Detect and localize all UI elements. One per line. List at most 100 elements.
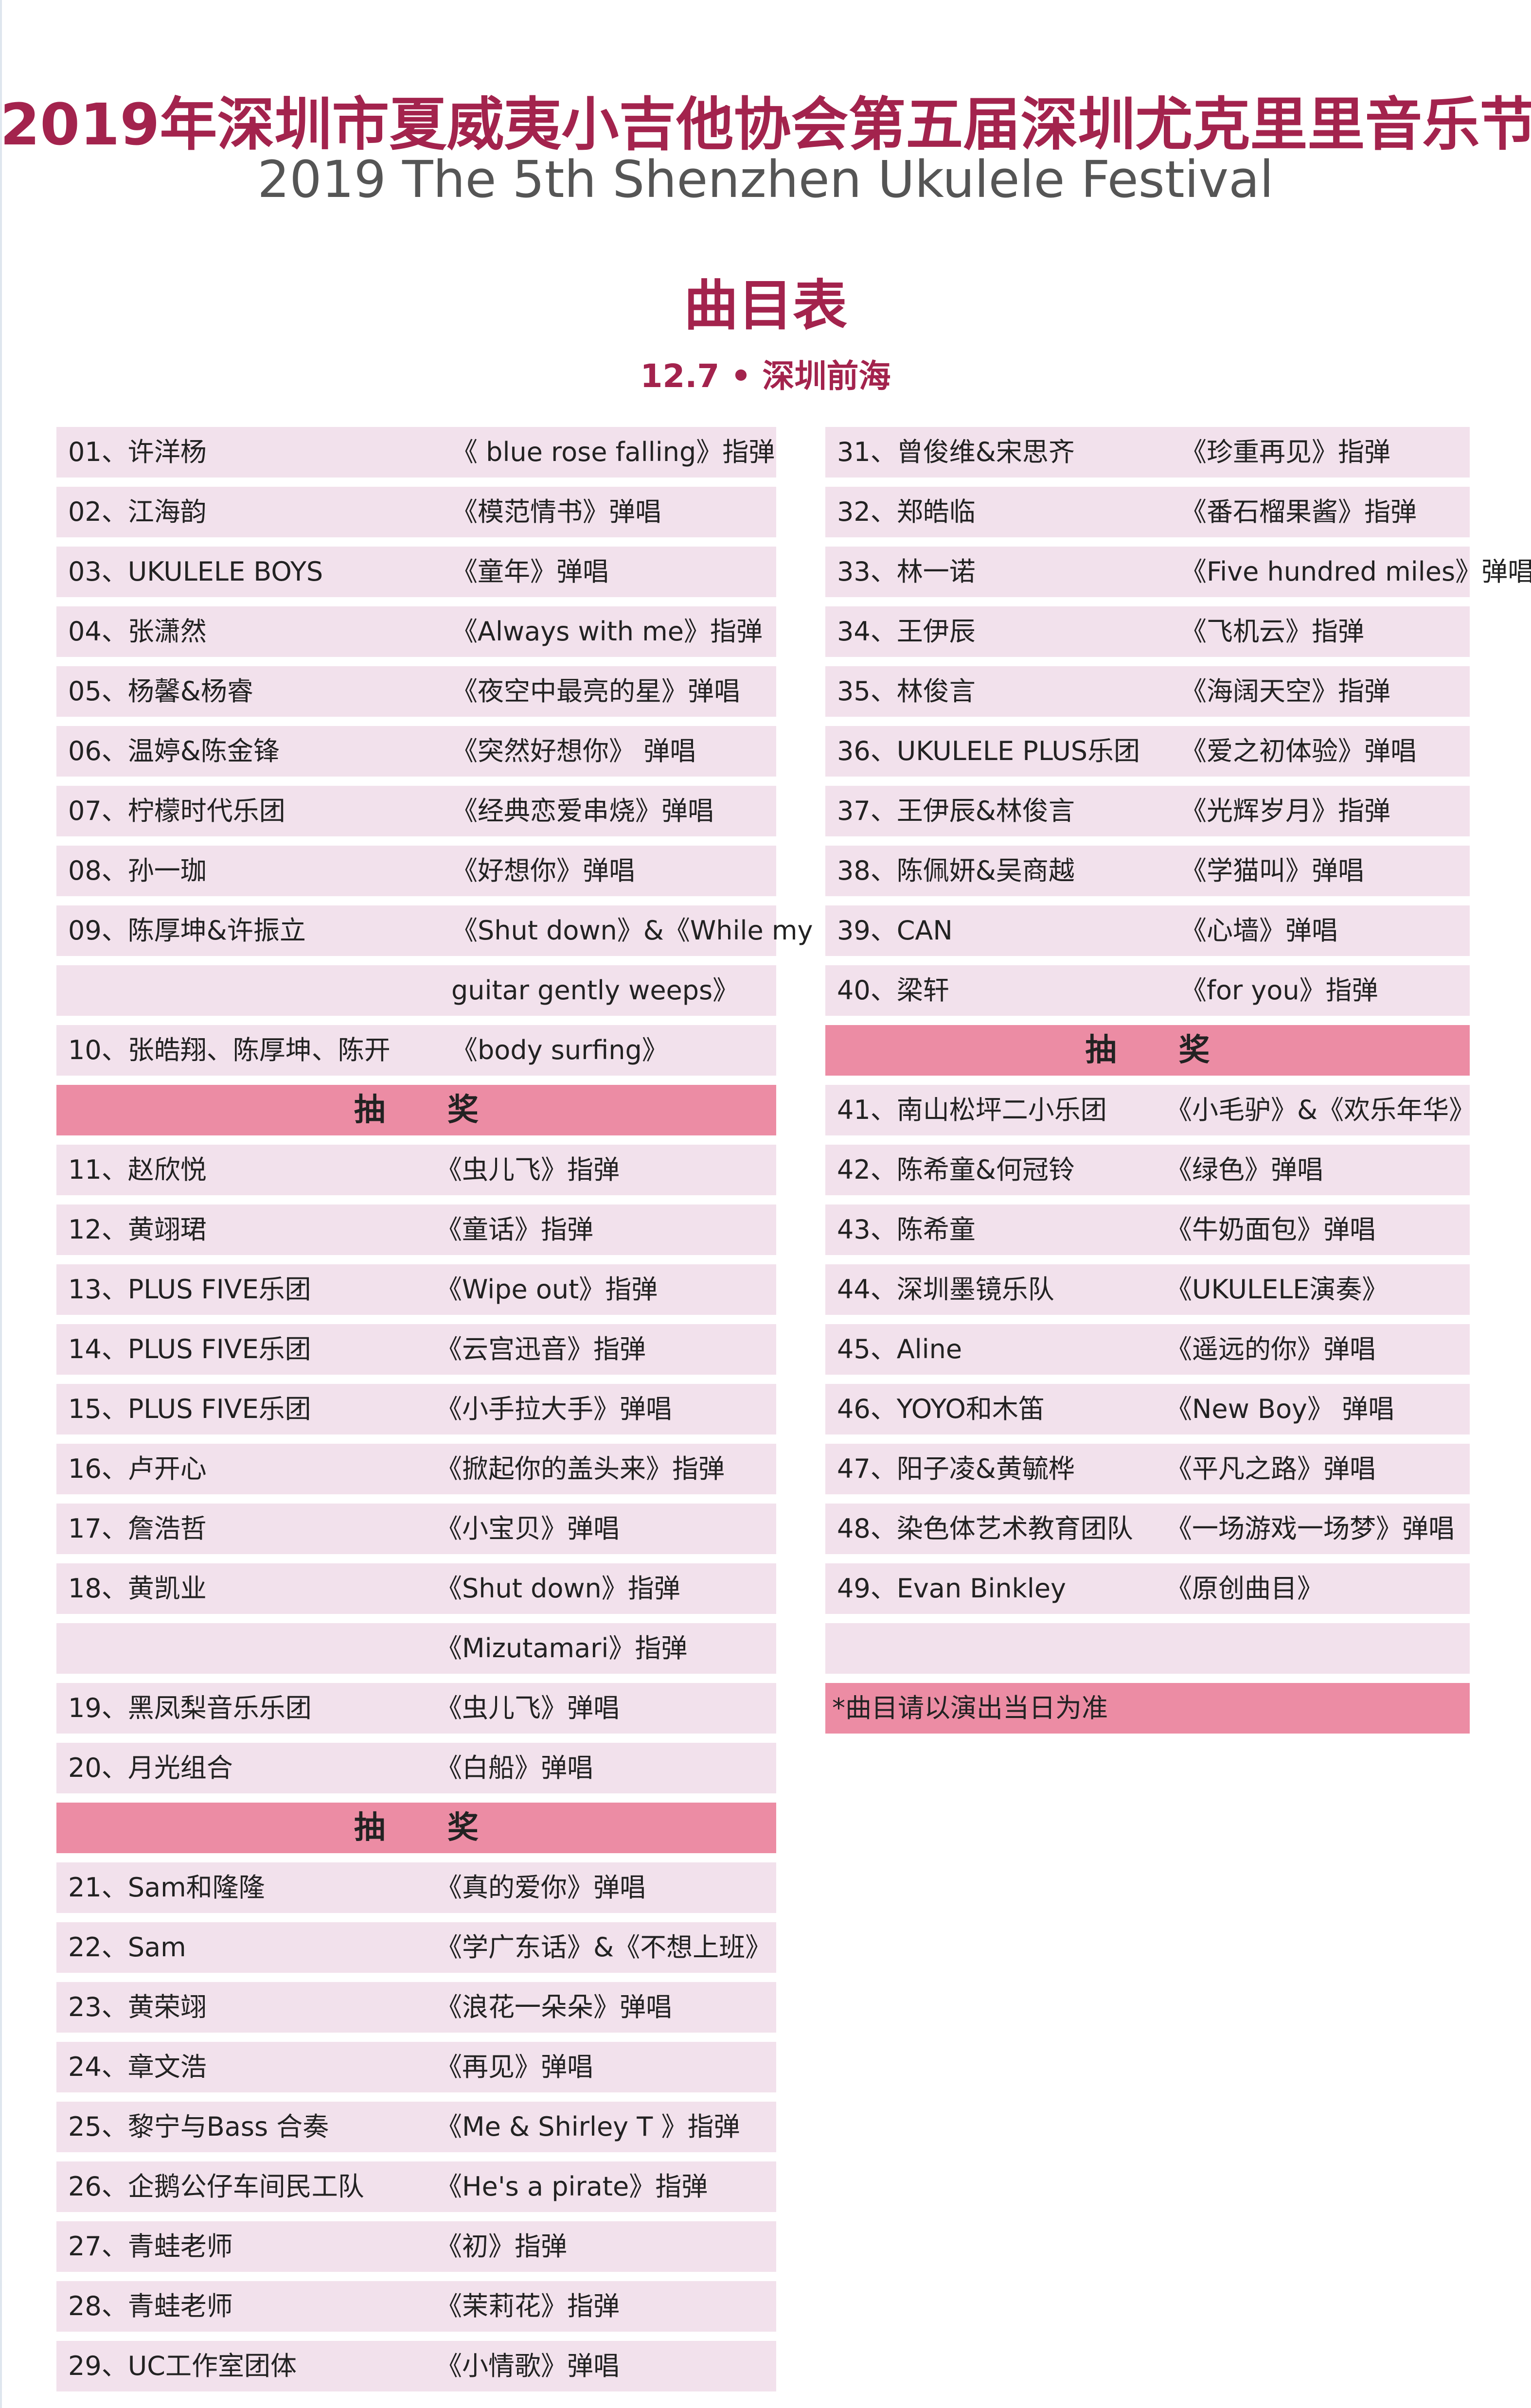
program-row: 42、陈希童&何冠铃 《绿色》弹唱 <box>825 1145 1470 1195</box>
program-row: 19、黑凤梨音乐乐团 《虫儿飞》弹唱 <box>56 1683 776 1734</box>
song-title: 《童年》弹唱 <box>451 556 609 587</box>
program-row: 11、赵欣悦 《虫儿飞》指弹 <box>56 1145 776 1195</box>
song-title: 《初》指弹 <box>436 2231 567 2262</box>
program-row: 21、Sam和隆隆 《真的爱你》弹唱 <box>56 1862 776 1913</box>
performer: 11、赵欣悦 <box>68 1154 207 1185</box>
program-row: 37、王伊辰&林俊言 《光辉岁月》指弹 <box>825 786 1470 836</box>
program-row: 40、梁轩 《for you》指弹 <box>825 965 1470 1016</box>
song-title: 《浪花一朵朵》弹唱 <box>436 1992 672 2022</box>
performer: 24、章文浩 <box>68 2052 207 2082</box>
performer: 39、CAN <box>837 915 953 946</box>
program-row: 07、柠檬时代乐团 《经典恋爱串烧》弹唱 <box>56 786 776 836</box>
song-title: 《虫儿飞》弹唱 <box>436 1693 620 1723</box>
program-row: 10、张皓翔、陈厚坤、陈开 《body surfing》 <box>56 1025 776 1076</box>
program-row: 09、陈厚坤&许振立 《Shut down》&《While my <box>56 905 813 956</box>
note-text: *曲目请以演出当日为准 <box>832 1693 1108 1723</box>
song-title: 《珍重再见》指弹 <box>1180 437 1390 467</box>
program-row: 45、Aline 《遥远的你》弹唱 <box>825 1324 1470 1375</box>
song-title: 《Mizutamari》指弹 <box>436 1633 688 1664</box>
song-title: 《云宫迅音》指弹 <box>436 1334 646 1364</box>
song-title: guitar gently weeps》 <box>451 975 739 1006</box>
song-title: 《Five hundred miles》弹唱 <box>1180 556 1531 587</box>
performer: 33、林一诺 <box>837 556 976 587</box>
performer: 26、企鹅公仔车间民工队 <box>68 2171 364 2202</box>
performer: 02、江海韵 <box>68 496 207 527</box>
song-title: 《Shut down》指弹 <box>436 1573 680 1604</box>
program-row: 14、PLUS FIVE乐团 《云宫迅音》指弹 <box>56 1324 776 1375</box>
song-title: 《海阔天空》指弹 <box>1180 676 1390 707</box>
song-title: 《UKULELE演奏》 <box>1166 1274 1389 1305</box>
song-title: 《好想你》弹唱 <box>451 855 635 886</box>
program-row: 29、UC工作室团体 《小情歌》弹唱 <box>56 2341 776 2391</box>
performer: 23、黄荣翊 <box>68 1992 207 2022</box>
program-row: 49、Evan Binkley 《原创曲目》 <box>825 1563 1470 1614</box>
program-row: 20、月光组合 《白船》弹唱 <box>56 1743 776 1793</box>
performer: 10、张皓翔、陈厚坤、陈开 <box>68 1035 391 1065</box>
program-row: 04、张潇然 《Always with me》指弹 <box>56 606 776 657</box>
performer: 41、南山松坪二小乐团 <box>837 1095 1107 1125</box>
program-row: 41、南山松坪二小乐团 《小毛驴》&《欢乐年华》 <box>825 1085 1475 1135</box>
performer: 49、Evan Binkley <box>837 1573 1066 1604</box>
page-title: 2019年深圳市夏威夷小吉他协会第五届深圳尤克里里音乐节 <box>0 91 1531 158</box>
song-title: 《模范情书》弹唱 <box>451 496 661 527</box>
program-row: 01、许洋杨 《 blue rose falling》指弹 <box>56 427 776 478</box>
performer: 13、PLUS FIVE乐团 <box>68 1274 311 1305</box>
program-row: 02、江海韵 《模范情书》弹唱 <box>56 487 776 537</box>
performer: 40、梁轩 <box>837 975 949 1006</box>
song-title: 《Always with me》指弹 <box>451 616 763 647</box>
program-row: 44、深圳墨镜乐队 《UKULELE演奏》 <box>825 1264 1470 1315</box>
page-edge-line <box>0 0 2 2408</box>
performer: 27、青蛙老师 <box>68 2231 233 2262</box>
performer: 43、陈希童 <box>837 1214 976 1245</box>
performer: 44、深圳墨镜乐队 <box>837 1274 1054 1305</box>
program-note: *曲目请以演出当日为准 <box>825 1683 1470 1734</box>
program-row: 08、孙一珈 《好想你》弹唱 <box>56 846 776 896</box>
program-row: 34、王伊辰 《飞机云》指弹 <box>825 606 1470 657</box>
program-row: 43、陈希童 《牛奶面包》弹唱 <box>825 1204 1470 1255</box>
lottery-divider: 抽 奖 <box>825 1025 1470 1076</box>
program-row: 《Mizutamari》指弹 <box>56 1623 776 1674</box>
program-row: 25、黎宁与Bass 合奏 《Me & Shirley T 》指弹 <box>56 2102 776 2152</box>
performer: 19、黑凤梨音乐乐团 <box>68 1693 312 1723</box>
song-title: 《白船》弹唱 <box>436 1753 593 1783</box>
song-title: 《平凡之路》弹唱 <box>1166 1453 1376 1484</box>
performer: 20、月光组合 <box>68 1753 233 1783</box>
song-title: 《 blue rose falling》指弹 <box>451 437 775 467</box>
program-row: 32、郑皓临 《番石榴果酱》指弹 <box>825 487 1470 537</box>
song-title: 《遥远的你》弹唱 <box>1166 1334 1376 1364</box>
page-subtitle: 2019 The 5th Shenzhen Ukulele Festival <box>257 150 1274 209</box>
performer: 17、詹浩哲 <box>68 1513 207 1544</box>
program-row: 17、詹浩哲 《小宝贝》弹唱 <box>56 1504 776 1554</box>
performer: 16、卢开心 <box>68 1453 207 1484</box>
song-title: 《童话》指弹 <box>436 1214 593 1245</box>
program-row: 46、YOYO和木笛 《New Boy》 弹唱 <box>825 1384 1470 1434</box>
performer: 29、UC工作室团体 <box>68 2351 297 2381</box>
program-row: 03、UKULELE BOYS 《童年》弹唱 <box>56 547 776 597</box>
program-row: 36、UKULELE PLUS乐团 《爱之初体验》弹唱 <box>825 726 1470 777</box>
song-title: 《New Boy》 弹唱 <box>1166 1394 1395 1424</box>
program-row: 23、黄荣翊 《浪花一朵朵》弹唱 <box>56 1982 776 2033</box>
program-row: 35、林俊言 《海阔天空》指弹 <box>825 666 1470 717</box>
song-title: 《Wipe out》指弹 <box>436 1274 658 1305</box>
date-location: 12.7 • 深圳前海 <box>640 357 891 395</box>
program-row <box>825 1623 1470 1674</box>
program-row: 06、温婷&陈金锋 《突然好想你》 弹唱 <box>56 726 776 777</box>
performer: 46、YOYO和木笛 <box>837 1394 1045 1424</box>
performer: 05、杨馨&杨睿 <box>68 676 253 707</box>
program-row: 13、PLUS FIVE乐团 《Wipe out》指弹 <box>56 1264 776 1315</box>
performer: 48、染色体艺术教育团队 <box>837 1513 1133 1544</box>
program-row: 18、黄凯业 《Shut down》指弹 <box>56 1563 776 1614</box>
performer: 14、PLUS FIVE乐团 <box>68 1334 311 1364</box>
performer: 31、曾俊维&宋思齐 <box>837 437 1075 467</box>
performer: 42、陈希童&何冠铃 <box>837 1154 1075 1185</box>
performer: 47、阳子凌&黄毓桦 <box>837 1453 1075 1484</box>
song-title: 《学猫叫》弹唱 <box>1180 855 1364 886</box>
song-title: 《绿色》弹唱 <box>1166 1154 1323 1185</box>
song-title: 《飞机云》指弹 <box>1180 616 1364 647</box>
song-title: 《茉莉花》指弹 <box>436 2291 620 2321</box>
performer: 01、许洋杨 <box>68 437 207 467</box>
program-row: guitar gently weeps》 <box>56 965 776 1016</box>
performer: 06、温婷&陈金锋 <box>68 736 280 766</box>
program-row: 28、青蛙老师 《茉莉花》指弹 <box>56 2281 776 2332</box>
performer: 04、张潇然 <box>68 616 207 647</box>
